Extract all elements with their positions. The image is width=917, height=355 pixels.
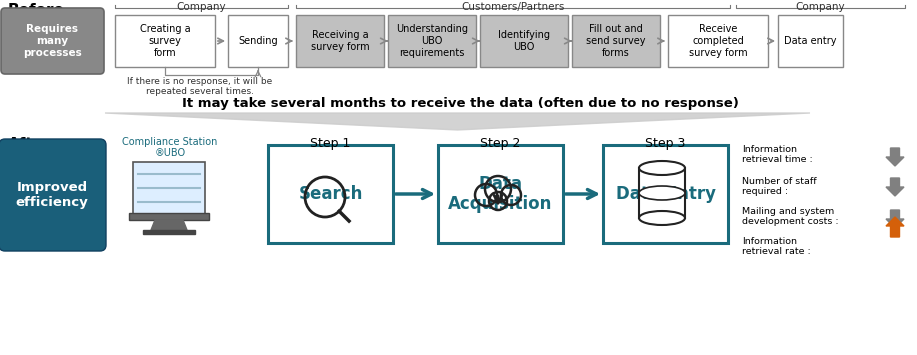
Text: Improved
efficiency: Improved efficiency (16, 181, 88, 209)
Text: Customers/Partners: Customers/Partners (461, 2, 565, 12)
Text: Company: Company (796, 2, 845, 12)
Bar (668, 15, 768, 67)
Text: Data entry: Data entry (784, 36, 836, 46)
Text: It may take several months to receive the data (often due to no response): It may take several months to receive th… (182, 97, 738, 110)
Text: Compliance Station: Compliance Station (122, 137, 217, 147)
Text: Step 3: Step 3 (645, 137, 685, 150)
Bar (129, 213, 209, 220)
Text: Step 1: Step 1 (310, 137, 350, 150)
Text: Requires
many
processes: Requires many processes (23, 24, 82, 58)
Bar (268, 145, 393, 243)
Text: If there is no response, it will be
repeated several times.: If there is no response, it will be repe… (127, 77, 272, 97)
Bar (133, 162, 205, 214)
Ellipse shape (639, 211, 685, 225)
Text: ®UBO: ®UBO (154, 148, 185, 158)
Bar (388, 15, 476, 67)
Text: Receive
completed
survey form: Receive completed survey form (689, 24, 747, 58)
Bar (228, 15, 288, 67)
Text: Mailing and system
development costs :: Mailing and system development costs : (742, 207, 839, 226)
FancyBboxPatch shape (1, 8, 104, 74)
Text: Data Entry: Data Entry (615, 185, 715, 203)
Text: Before: Before (8, 3, 65, 18)
Text: Sending: Sending (238, 36, 278, 46)
Text: Search: Search (298, 185, 363, 203)
Bar (572, 15, 660, 67)
Text: Information
retrieval time :: Information retrieval time : (742, 145, 812, 164)
Text: Understanding
UBO
requirements: Understanding UBO requirements (396, 24, 468, 58)
Bar (603, 145, 728, 243)
Polygon shape (151, 220, 187, 230)
Bar (438, 145, 563, 243)
FancyArrow shape (886, 178, 904, 196)
Text: Fill out and
send survey
forms: Fill out and send survey forms (586, 24, 646, 58)
Polygon shape (143, 230, 195, 234)
Bar (115, 15, 215, 67)
Text: After: After (8, 137, 51, 152)
Polygon shape (105, 113, 810, 130)
FancyBboxPatch shape (0, 139, 106, 251)
Bar (296, 15, 384, 67)
Bar (480, 15, 568, 67)
Text: Receiving a
survey form: Receiving a survey form (311, 30, 370, 52)
Text: Company: Company (177, 2, 226, 12)
FancyArrow shape (886, 217, 904, 237)
FancyArrow shape (886, 148, 904, 166)
Bar (778, 15, 843, 67)
Text: Data
Acquisition: Data Acquisition (448, 175, 553, 213)
Ellipse shape (639, 161, 685, 175)
Text: Creating a
survey
form: Creating a survey form (139, 24, 191, 58)
Ellipse shape (639, 186, 685, 200)
Text: Information
retrieval rate :: Information retrieval rate : (742, 237, 811, 256)
Text: Step 2: Step 2 (480, 137, 520, 150)
Text: Number of staff
required :: Number of staff required : (742, 177, 817, 196)
Text: Identifying
UBO: Identifying UBO (498, 30, 550, 52)
FancyArrow shape (886, 210, 904, 228)
